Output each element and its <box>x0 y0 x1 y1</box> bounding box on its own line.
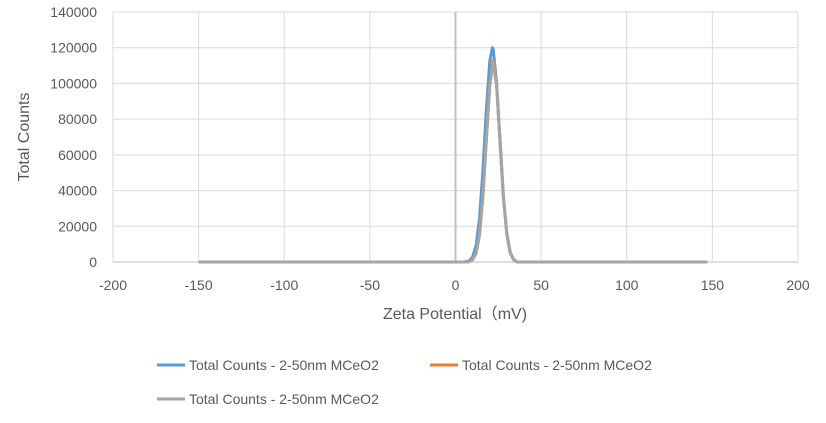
y-tick-label: 80000 <box>58 111 97 127</box>
legend-label: Total Counts - 2-50nm MCeO2 <box>462 357 652 373</box>
x-tick-label: -100 <box>270 277 298 293</box>
legend-label: Total Counts - 2-50nm MCeO2 <box>189 357 379 373</box>
series-line <box>198 60 708 264</box>
x-tick-label: 200 <box>786 277 810 293</box>
y-tick-label: 120000 <box>50 40 97 56</box>
x-tick-label: 0 <box>452 277 460 293</box>
y-tick-label: 20000 <box>58 218 97 234</box>
legend: Total Counts - 2-50nm MCeO2 Total Counts … <box>157 357 652 407</box>
gridlines <box>112 11 799 263</box>
series-line <box>198 58 708 264</box>
x-tick-label: 100 <box>615 277 639 293</box>
legend-label: Total Counts - 2-50nm MCeO2 <box>189 391 379 407</box>
x-axis-label: Zeta Potential（mV) <box>383 305 527 323</box>
y-tick-label: 60000 <box>58 147 97 163</box>
x-tick-label: 50 <box>533 277 549 293</box>
y-tick-label: 0 <box>89 254 97 270</box>
y-tick-label: 40000 <box>58 183 97 199</box>
x-tick-label: -50 <box>360 277 380 293</box>
x-tick-label: -200 <box>99 277 127 293</box>
tick-labels: 0 20000 40000 60000 80000 100000 120000 140000 -… <box>50 4 810 293</box>
x-tick-label: -150 <box>185 277 213 293</box>
y-tick-label: 140000 <box>50 4 97 20</box>
y-axis-label: Total Counts <box>16 93 33 182</box>
x-tick-label: 150 <box>701 277 725 293</box>
series-lines <box>198 46 708 264</box>
y-tick-label: 100000 <box>50 75 97 91</box>
